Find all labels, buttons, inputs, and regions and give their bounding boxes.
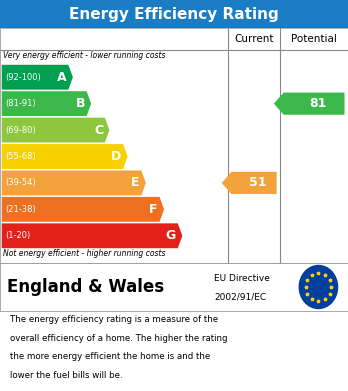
Text: The energy efficiency rating is a measure of the: The energy efficiency rating is a measur… <box>10 315 219 324</box>
Text: 51: 51 <box>249 176 266 189</box>
FancyBboxPatch shape <box>0 0 348 28</box>
Text: (55-68): (55-68) <box>5 152 36 161</box>
Text: F: F <box>149 203 158 216</box>
Text: 81: 81 <box>309 97 326 110</box>
Text: 2002/91/EC: 2002/91/EC <box>214 292 266 301</box>
Polygon shape <box>222 172 277 194</box>
Text: (81-91): (81-91) <box>5 99 36 108</box>
Text: D: D <box>111 150 121 163</box>
Text: B: B <box>76 97 85 110</box>
Text: EU Directive: EU Directive <box>214 274 270 283</box>
Text: Current: Current <box>234 34 274 44</box>
Text: (92-100): (92-100) <box>5 73 41 82</box>
Text: lower the fuel bills will be.: lower the fuel bills will be. <box>10 371 123 380</box>
Text: (69-80): (69-80) <box>5 126 36 135</box>
Text: A: A <box>57 71 66 84</box>
Polygon shape <box>2 118 109 142</box>
Text: overall efficiency of a home. The higher the rating: overall efficiency of a home. The higher… <box>10 334 228 343</box>
Polygon shape <box>2 65 73 90</box>
Polygon shape <box>274 93 345 115</box>
Text: Energy Efficiency Rating: Energy Efficiency Rating <box>69 7 279 22</box>
Text: Potential: Potential <box>291 34 337 44</box>
Polygon shape <box>2 91 91 116</box>
Polygon shape <box>2 223 182 248</box>
Polygon shape <box>2 144 128 169</box>
Polygon shape <box>2 170 146 196</box>
FancyBboxPatch shape <box>0 28 348 263</box>
Text: (21-38): (21-38) <box>5 205 36 214</box>
Text: C: C <box>94 124 103 136</box>
Text: Very energy efficient - lower running costs: Very energy efficient - lower running co… <box>3 51 166 60</box>
Text: E: E <box>131 176 140 189</box>
Polygon shape <box>2 197 164 222</box>
FancyBboxPatch shape <box>0 263 348 311</box>
Text: (39-54): (39-54) <box>5 178 36 187</box>
Text: (1-20): (1-20) <box>5 231 31 240</box>
Text: England & Wales: England & Wales <box>7 278 164 296</box>
Circle shape <box>299 265 338 308</box>
Text: G: G <box>166 229 176 242</box>
Text: the more energy efficient the home is and the: the more energy efficient the home is an… <box>10 352 211 361</box>
Text: Not energy efficient - higher running costs: Not energy efficient - higher running co… <box>3 249 166 258</box>
